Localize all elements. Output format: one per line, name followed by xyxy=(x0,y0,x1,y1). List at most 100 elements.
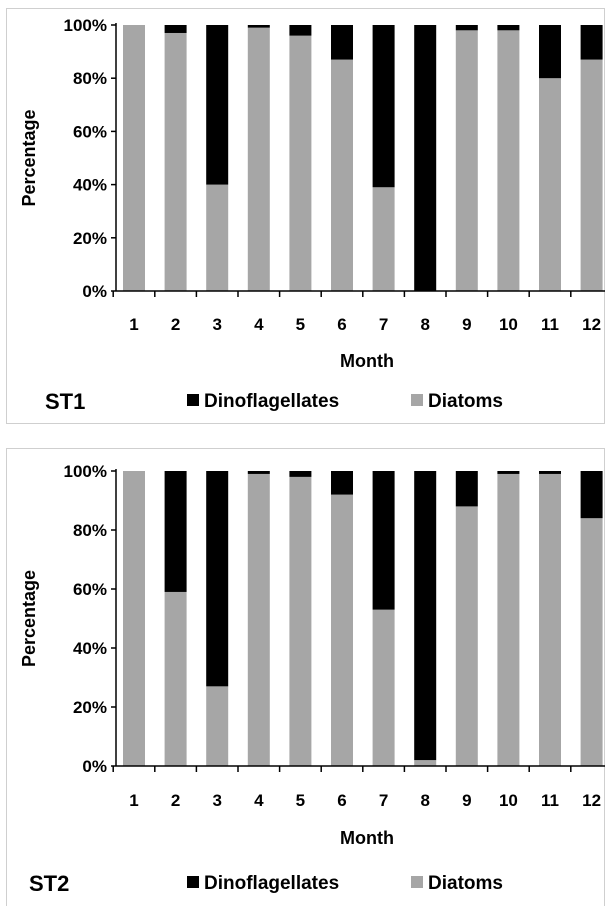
bar-diatoms xyxy=(539,473,561,766)
bar-dinoflagellates xyxy=(497,25,520,31)
x-tick-label: 3 xyxy=(212,315,221,334)
x-tick-label: 10 xyxy=(499,315,518,334)
x-tick-label: 8 xyxy=(420,315,429,334)
bar-diatoms xyxy=(372,609,395,766)
x-tick-label: 10 xyxy=(499,791,518,810)
legend-swatch-diatoms xyxy=(411,876,423,888)
x-tick-label: 2 xyxy=(171,791,180,810)
x-tick-label: 12 xyxy=(582,315,601,334)
x-tick-label: 12 xyxy=(582,791,601,810)
bar-diatoms xyxy=(164,591,187,766)
y-tick-label: 0% xyxy=(82,757,107,776)
bar-diatoms xyxy=(164,32,187,291)
y-tick-label: 60% xyxy=(73,122,107,141)
legend-label-diatoms: Diatoms xyxy=(428,391,503,412)
legend-swatch-diatoms xyxy=(411,394,423,406)
chart-panel-st1: 0% 20% 40% 60% 80% 100% 1 2 3 4 5 6 7 8 9 10 11 12 Percent… xyxy=(6,8,605,424)
bar-dinoflagellates xyxy=(164,471,187,592)
bar-dinoflagellates xyxy=(372,25,395,188)
bar-diatoms xyxy=(414,760,437,766)
bar-diatoms xyxy=(580,518,603,766)
y-axis-title: Percentage xyxy=(19,109,39,206)
bar-dinoflagellates xyxy=(497,471,520,474)
x-tick-label: 1 xyxy=(129,791,138,810)
bar-diatoms xyxy=(455,506,478,766)
x-tick-label: 6 xyxy=(337,315,346,334)
y-tick-label: 80% xyxy=(73,69,107,88)
bar-dinoflagellates xyxy=(414,25,437,291)
bar-diatoms xyxy=(497,30,520,291)
legend-label-diatoms: Diatoms xyxy=(428,873,503,894)
x-axis-title: Month xyxy=(340,351,394,371)
bar-diatoms xyxy=(580,59,603,291)
x-tick-label: 7 xyxy=(379,315,388,334)
bar-dinoflagellates xyxy=(247,471,270,474)
y-tick-label: 0% xyxy=(82,282,107,301)
bar-dinoflagellates xyxy=(206,471,229,687)
bar-dinoflagellates xyxy=(539,471,561,474)
bar-dinoflagellates xyxy=(455,25,478,31)
legend: Dinoflagellates Diatoms xyxy=(187,873,503,894)
bar-diatoms xyxy=(455,30,478,291)
bar-diatoms xyxy=(497,473,520,766)
bar-dinoflagellates xyxy=(206,25,229,185)
legend: Dinoflagellates Diatoms xyxy=(187,391,503,412)
chart-st2: 0%20%40%60%80%100%1 2 3 4 5 6 7 8 9 10 11 12Percent… xyxy=(19,462,605,896)
y-tick-label: 40% xyxy=(73,639,107,658)
y-tick-label: 20% xyxy=(73,229,107,248)
station-label: ST2 xyxy=(29,871,69,896)
y-tick-label: 80% xyxy=(73,521,107,540)
x-tick-label: 4 xyxy=(254,315,264,334)
x-tick-label: 4 xyxy=(254,791,264,810)
station-label: ST1 xyxy=(45,389,85,414)
bar-dinoflagellates xyxy=(289,471,312,477)
x-tick-label: 3 xyxy=(212,791,221,810)
x-tick-label: 6 xyxy=(337,791,346,810)
x-tick-label: 11 xyxy=(541,791,559,810)
x-tick-label: 5 xyxy=(296,791,305,810)
x-tick-label: 9 xyxy=(462,791,471,810)
legend-label-dinoflagellates: Dinoflagellates xyxy=(204,873,339,894)
y-tick-label: 40% xyxy=(73,176,107,195)
bar-dinoflagellates xyxy=(289,25,312,36)
chart-panel-st2: 0% 20% 40% 60% 80% 100% 1 2 3 4 5 6 7 8 9 10 11 12 Percent… xyxy=(6,448,605,906)
bar-diatoms xyxy=(123,471,145,766)
plot-area: 0%20%40%60%80%100%1 2 3 4 5 6 7 8 9 10 11 12 xyxy=(64,16,605,334)
legend-label-dinoflagellates: Dinoflagellates xyxy=(204,391,339,412)
bar-dinoflagellates xyxy=(331,25,353,60)
bar-diatoms xyxy=(206,686,229,766)
y-tick-label: 20% xyxy=(73,698,107,717)
bar-dinoflagellates xyxy=(539,25,561,79)
bar-dinoflagellates xyxy=(164,25,187,33)
bar-dinoflagellates xyxy=(414,471,437,761)
bar-diatoms xyxy=(372,187,395,291)
bar-dinoflagellates xyxy=(247,25,270,28)
x-axis-title: Month xyxy=(340,828,394,848)
bar-dinoflagellates xyxy=(580,471,603,519)
y-tick-label: 60% xyxy=(73,580,107,599)
bar-dinoflagellates xyxy=(455,471,478,507)
bar-diatoms xyxy=(289,35,312,291)
x-tick-label: 5 xyxy=(296,315,305,334)
bar-diatoms xyxy=(247,473,270,766)
bar-diatoms xyxy=(206,184,229,291)
legend-swatch-dinoflagellates xyxy=(187,876,199,888)
x-tick-label: 8 xyxy=(420,791,429,810)
plot-area: 0%20%40%60%80%100%1 2 3 4 5 6 7 8 9 10 11 12 xyxy=(64,462,605,810)
bar-diatoms xyxy=(539,78,561,291)
x-tick-label: 9 xyxy=(462,315,471,334)
bar-dinoflagellates xyxy=(372,471,395,610)
y-tick-label: 100% xyxy=(64,462,107,481)
bar-dinoflagellates xyxy=(331,471,353,495)
bar-diatoms xyxy=(247,27,270,291)
bar-diatoms xyxy=(331,494,353,766)
x-tick-label: 1 xyxy=(129,315,138,334)
chart-st1: 0%20%40%60%80%100%1 2 3 4 5 6 7 8 9 10 11 12Percent… xyxy=(19,16,605,414)
y-tick-label: 100% xyxy=(64,16,107,35)
x-tick-label: 2 xyxy=(171,315,180,334)
x-tick-label: 11 xyxy=(541,315,559,334)
bar-diatoms xyxy=(331,59,353,291)
y-axis-title: Percentage xyxy=(19,570,39,667)
bar-dinoflagellates xyxy=(580,25,603,60)
bar-diatoms xyxy=(289,476,312,766)
